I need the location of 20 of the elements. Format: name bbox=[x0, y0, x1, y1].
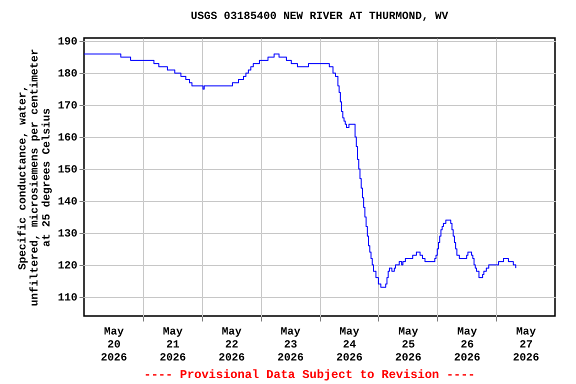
y-tick-label: 130 bbox=[58, 228, 78, 240]
x-tick-label: May 20 2026 bbox=[100, 326, 128, 364]
x-tick-label: May 22 2026 bbox=[218, 326, 245, 364]
x-tick-label: May 27 2026 bbox=[512, 326, 540, 364]
x-tick-label: May 24 2026 bbox=[336, 326, 363, 364]
y-tick-label: 190 bbox=[58, 36, 78, 49]
y-tick-label: 140 bbox=[58, 196, 78, 208]
x-tick-label: May 21 2026 bbox=[160, 326, 186, 364]
y-tick-label: 170 bbox=[58, 100, 78, 113]
y-tick-label: 110 bbox=[58, 292, 78, 304]
x-tick-label: May 26 2026 bbox=[454, 326, 480, 364]
y-tick-label: 180 bbox=[58, 68, 78, 81]
y-tick-label: 150 bbox=[58, 164, 78, 177]
x-tick-label: May 23 2026 bbox=[277, 326, 304, 364]
chart-title: USGS 03185400 NEW RIVER AT THURMOND, WV bbox=[190, 11, 449, 24]
y-tick-label: 120 bbox=[58, 260, 78, 272]
x-tick-label: May 25 2026 bbox=[395, 326, 422, 364]
y-axis-title: Specific conductance, water, unfiltered, microsiemens per centimeter at 25 degrees Celsius bbox=[16, 48, 54, 306]
y-tick-label: 160 bbox=[58, 132, 78, 145]
text: ---- Provisional Data Subject to Revision ---- bbox=[144, 368, 476, 382]
